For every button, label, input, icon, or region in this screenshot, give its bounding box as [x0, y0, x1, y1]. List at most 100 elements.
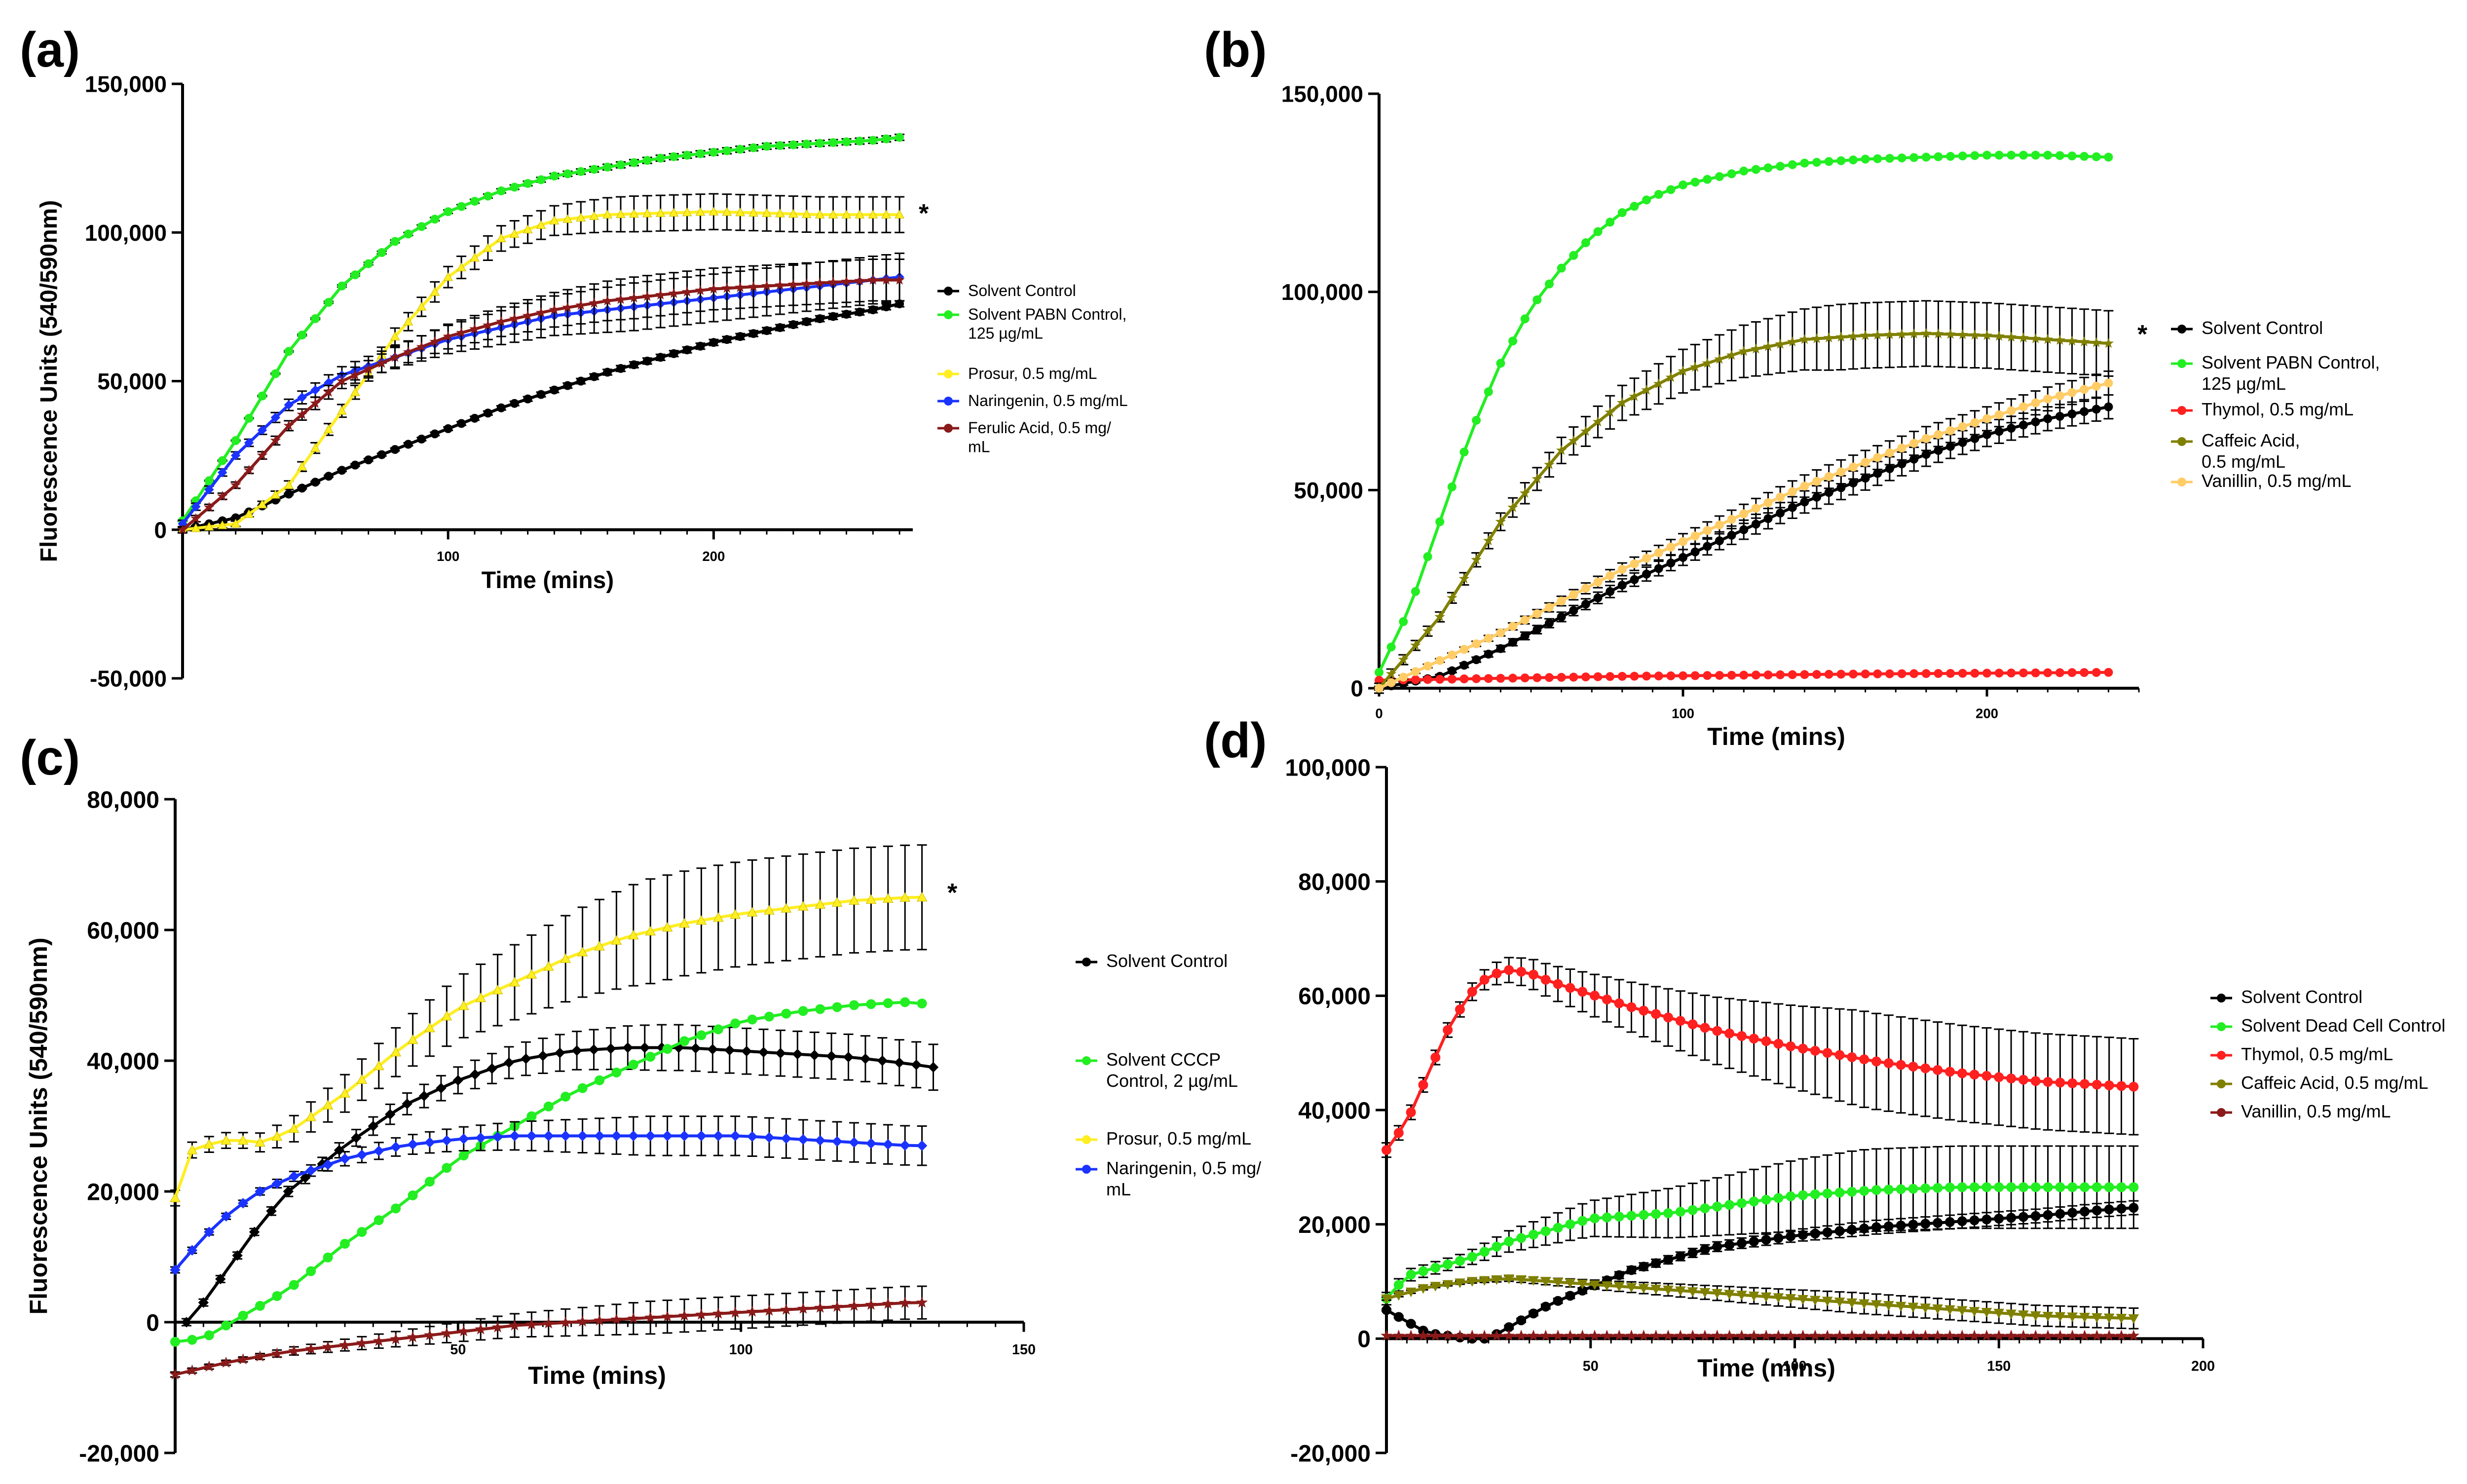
data-point [1873, 669, 1882, 678]
data-point [1760, 1330, 1772, 1341]
data-point [1824, 669, 1833, 679]
data-point [1422, 625, 1433, 636]
data-point [788, 320, 798, 330]
data-point [1674, 1329, 1686, 1341]
data-point [642, 208, 652, 218]
data-point [2005, 1330, 2017, 1341]
data-point [841, 210, 852, 219]
data-point [215, 1273, 226, 1285]
legend-label: Solvent Dead Cell Control [2241, 1015, 2445, 1036]
data-point [1824, 157, 1833, 166]
data-point [1393, 1291, 1404, 1301]
data-point [221, 1211, 231, 1222]
data-point [801, 209, 812, 219]
data-point [403, 346, 414, 357]
data-point [655, 208, 666, 217]
data-point [709, 207, 719, 216]
data-point [283, 420, 295, 431]
data-point [523, 179, 532, 188]
data-point [1907, 1302, 1919, 1313]
data-point [832, 1002, 842, 1012]
data-point [298, 483, 307, 493]
x-tick-label: 150 [1987, 1359, 2011, 1374]
data-point [815, 1004, 825, 1014]
data-point [1581, 238, 1590, 248]
data-point [1970, 434, 1980, 443]
data-point [798, 1006, 808, 1016]
data-point [430, 429, 440, 439]
data-point [1520, 673, 1530, 683]
data-point [170, 1336, 180, 1347]
data-point [2055, 1312, 2066, 1322]
data-point [1663, 1208, 1673, 1219]
data-point [1969, 1307, 1980, 1317]
data-point [1552, 1330, 1564, 1341]
data-point [1981, 1071, 1992, 1081]
data-point [1532, 473, 1543, 483]
data-point [1712, 1201, 1722, 1212]
data-point [627, 1312, 639, 1324]
data-point [1687, 1248, 1698, 1258]
data-point [1491, 1330, 1503, 1341]
data-point [186, 1364, 198, 1376]
data-point [1442, 1280, 1453, 1290]
data-point [1495, 516, 1506, 526]
data-point [2043, 668, 2053, 677]
data-point [1642, 671, 1651, 681]
data-point [550, 171, 559, 181]
data-point [1822, 1188, 1832, 1199]
data-point [2007, 424, 2016, 433]
data-point [2031, 668, 2040, 677]
data-point [1836, 467, 1846, 477]
data-point [536, 175, 546, 185]
data-point [1859, 1054, 1869, 1065]
data-point [748, 281, 759, 292]
data-point [1715, 670, 1724, 680]
data-point [1700, 1244, 1710, 1255]
legend-entry: Thymol, 0.5 mg/mL [2171, 399, 2354, 419]
data-point [523, 394, 532, 404]
data-point [882, 1298, 894, 1309]
data-point [1833, 1330, 1846, 1341]
data-point [403, 316, 413, 326]
data-point [1760, 1292, 1772, 1302]
data-point [2006, 331, 2017, 342]
data-point [867, 274, 879, 285]
data-point [297, 461, 307, 471]
data-point [2092, 1079, 2102, 1090]
data-point [1969, 1182, 1980, 1192]
data-point [1423, 675, 1432, 684]
data-point [1614, 1270, 1624, 1280]
data-point [1651, 1209, 1661, 1219]
data-point [576, 167, 586, 176]
data-point [1565, 1219, 1575, 1229]
data-point [1666, 185, 1676, 194]
data-point [562, 302, 573, 312]
legend-entry: Prosur, 0.5 mg/mL [937, 365, 1097, 382]
panel-label: (d) [1204, 713, 1267, 768]
data-point [1564, 1330, 1576, 1341]
data-point [2116, 1314, 2127, 1324]
data-point [1848, 331, 1859, 341]
data-point [1982, 430, 1991, 439]
data-point [1786, 1231, 1796, 1241]
data-point [828, 138, 838, 147]
data-point [603, 368, 612, 377]
significance-star: * [947, 879, 958, 907]
data-point [425, 1177, 435, 1187]
data-point [1861, 474, 1870, 483]
data-point [374, 1215, 384, 1225]
data-point [1775, 338, 1786, 349]
data-point [1690, 671, 1700, 680]
data-point [1435, 674, 1445, 684]
data-point [1944, 1330, 1956, 1341]
data-point [1690, 531, 1700, 541]
data-point [797, 1302, 809, 1314]
data-point [2104, 402, 2113, 411]
y-tick-label: -50,000 [90, 666, 167, 692]
data-point [231, 436, 240, 445]
legend-swatch-marker [2217, 1079, 2226, 1088]
data-point [457, 419, 466, 428]
data-point [550, 385, 559, 395]
data-point [169, 1368, 181, 1380]
